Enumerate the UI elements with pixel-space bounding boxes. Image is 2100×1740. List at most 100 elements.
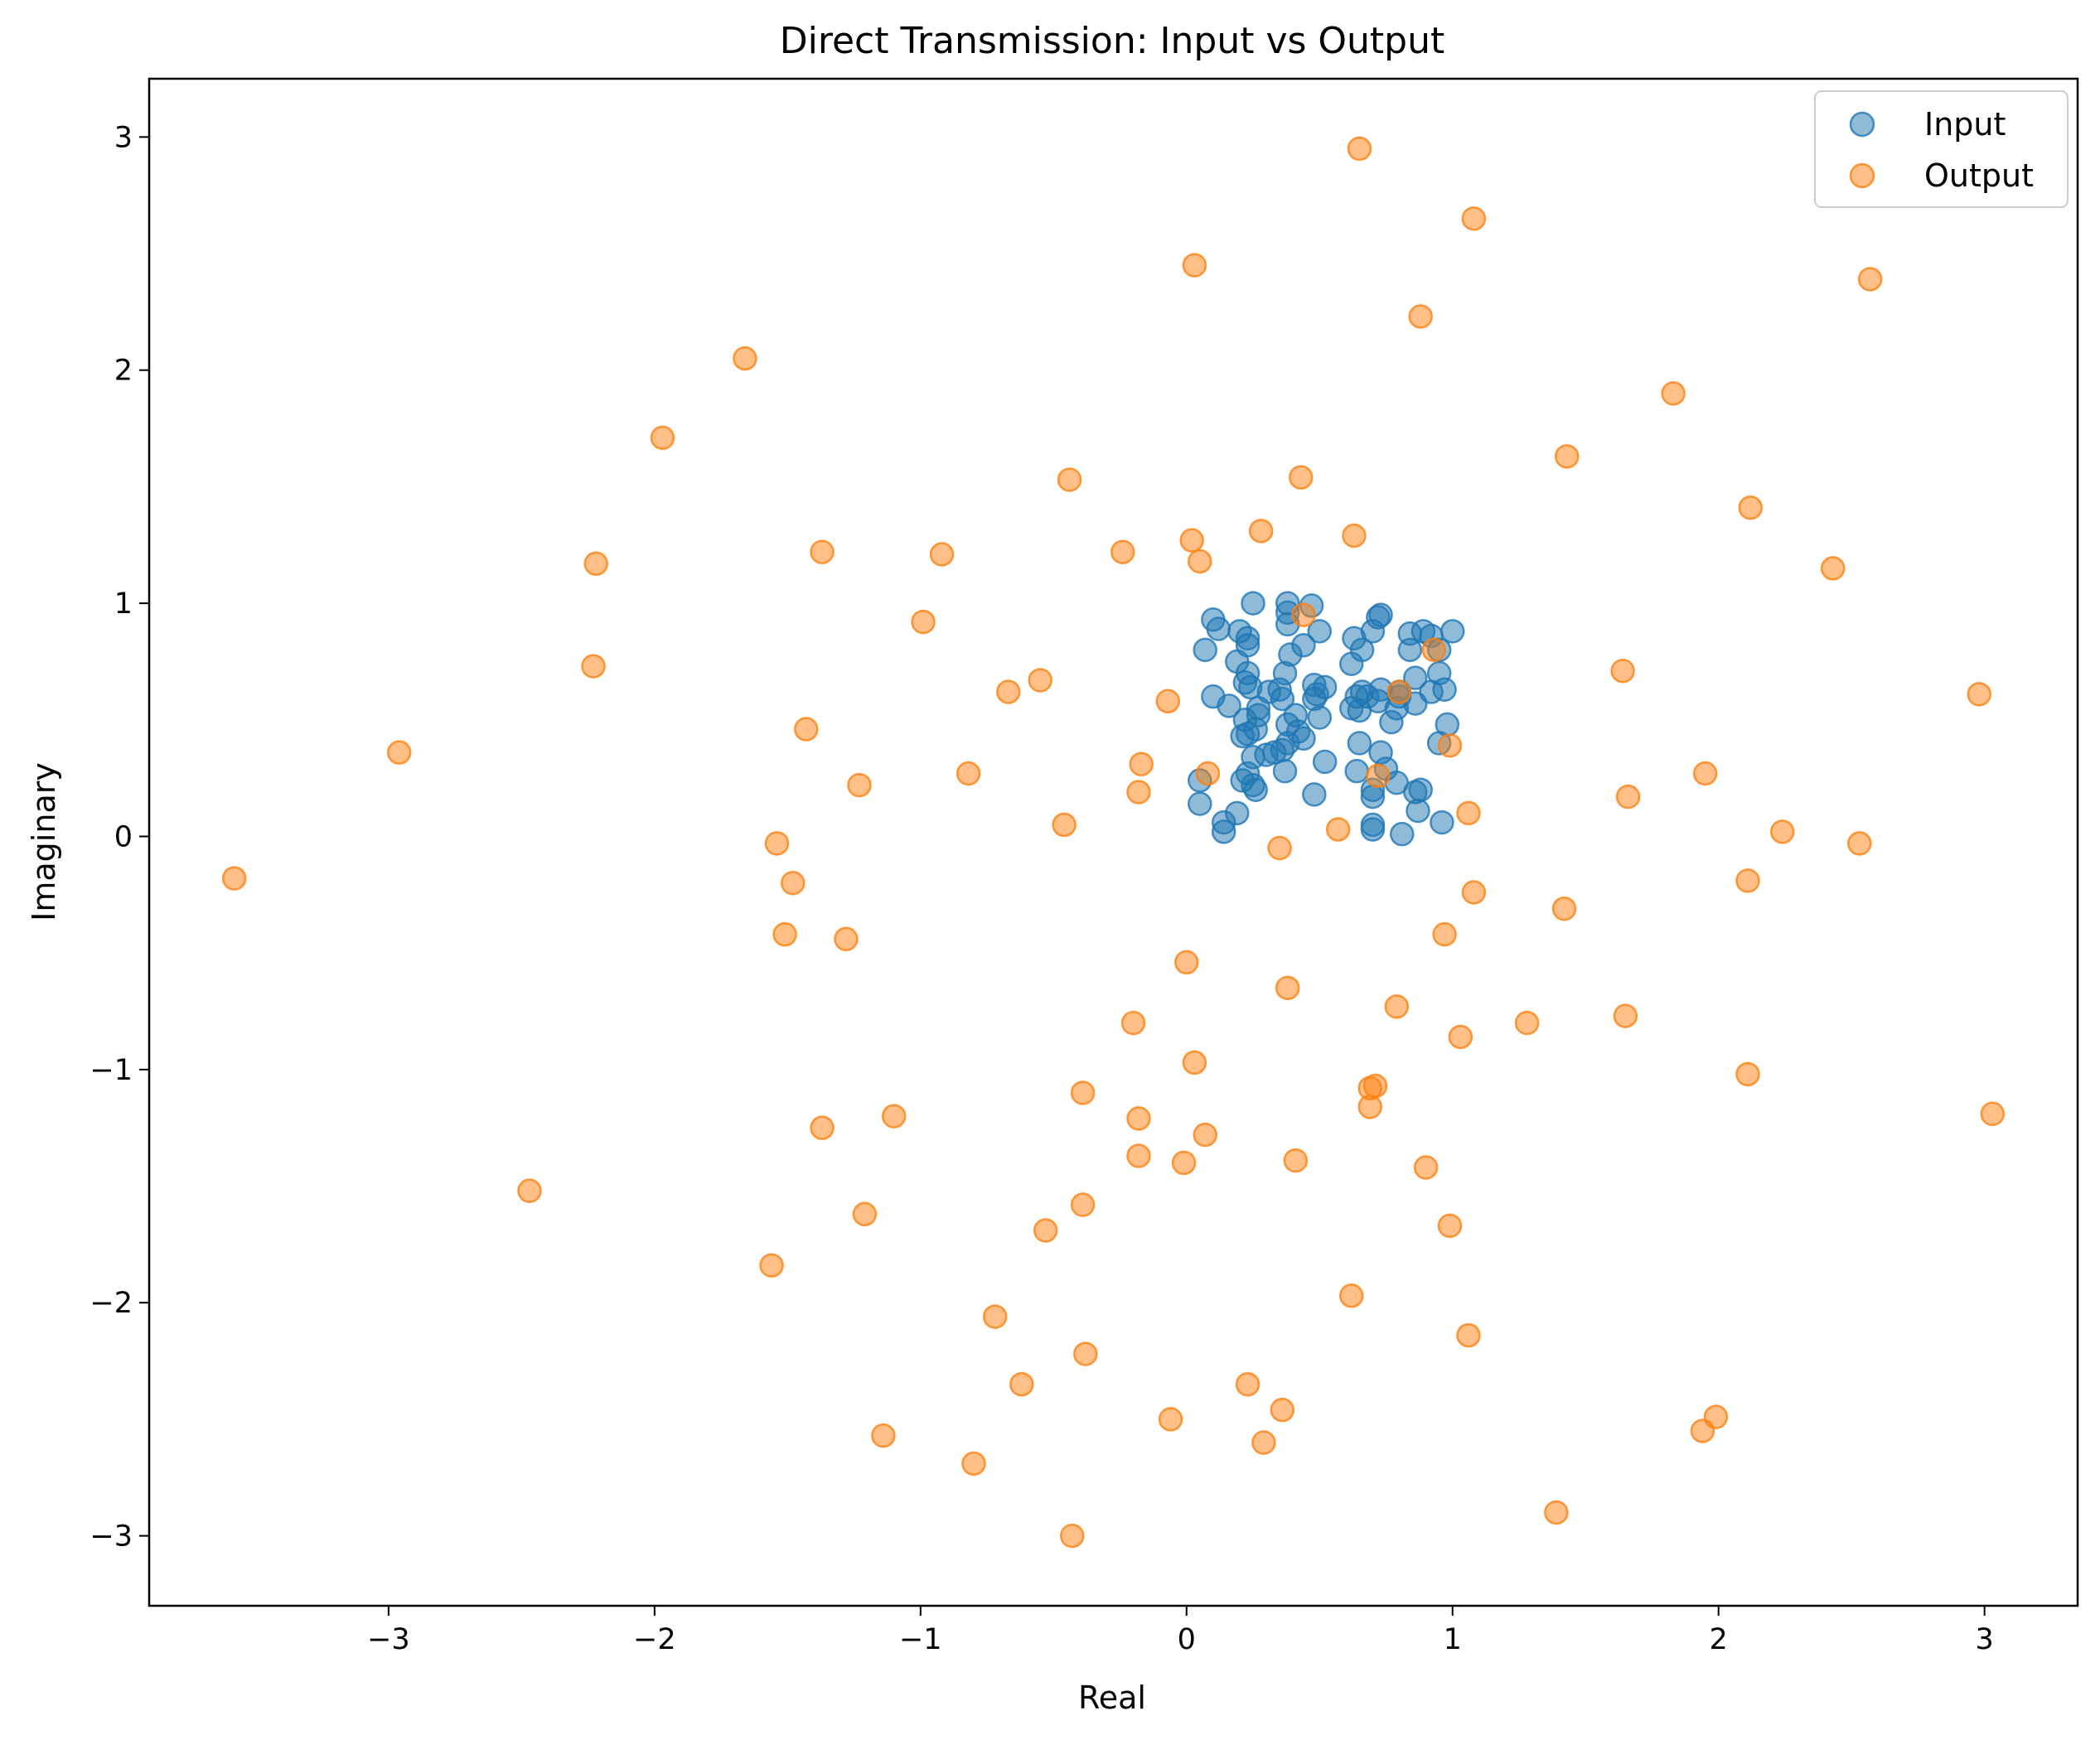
input-point (1193, 637, 1217, 663)
input-point (1272, 758, 1298, 784)
output-point (1544, 1500, 1569, 1525)
input-point (1243, 777, 1268, 802)
input-point (1307, 619, 1332, 644)
output-point (1615, 784, 1641, 810)
legend-label-output: Output (1924, 157, 2034, 194)
output-point (780, 870, 806, 896)
output-point (852, 1201, 878, 1227)
output-point (1408, 304, 1433, 329)
output-point (759, 1253, 784, 1278)
input-point (1406, 798, 1430, 824)
x-tick-label: 0 (1178, 1623, 1196, 1656)
y-tick-label: 2 (114, 355, 133, 388)
output-point (1009, 1371, 1034, 1397)
output-point (961, 1451, 986, 1477)
output-point (1514, 1010, 1540, 1036)
output-point (1126, 1143, 1151, 1168)
output-point (1057, 467, 1082, 492)
output-point (1421, 637, 1447, 663)
input-point (1432, 677, 1457, 702)
output-point (794, 717, 819, 742)
output-point (1437, 732, 1463, 758)
legend-label-input: Input (1924, 106, 2006, 143)
output-point (929, 542, 955, 567)
output-point (1347, 136, 1372, 162)
plot-frame (148, 77, 2079, 1607)
output-point (1339, 1283, 1364, 1308)
y-tick-label: 1 (114, 587, 133, 621)
output-point (1738, 495, 1763, 520)
output-point (1070, 1080, 1096, 1105)
y-tick-label: −2 (90, 1287, 133, 1320)
output-point (1967, 682, 1991, 707)
output-point (1195, 761, 1221, 786)
output-point (1692, 761, 1718, 786)
output-point (1126, 1106, 1151, 1131)
y-axis-ticks: −3 −2 −1 0 1 2 3 (90, 121, 149, 1554)
output-point (1126, 780, 1151, 805)
input-point (1206, 616, 1231, 641)
output-point (386, 740, 412, 765)
output-point (1461, 206, 1487, 231)
output-point (581, 654, 606, 679)
output-point (1690, 1419, 1715, 1443)
input-point (1368, 602, 1393, 627)
legend-marker-output (1849, 162, 1875, 189)
input-point (1344, 684, 1369, 709)
x-tick-label: 3 (1976, 1623, 1994, 1656)
output-point (1735, 868, 1760, 893)
output-point (1129, 752, 1154, 776)
output-point (847, 772, 872, 798)
chart-title: Direct Transmission: Input vs Output (780, 20, 1444, 62)
output-point (764, 831, 790, 856)
input-point (1389, 821, 1415, 847)
output-point (1413, 1155, 1439, 1180)
output-point (1289, 465, 1314, 490)
output-point (1120, 1010, 1146, 1036)
output-point (1661, 381, 1686, 406)
output-point (1769, 819, 1795, 844)
y-tick-label: −3 (90, 1520, 133, 1554)
x-axis-ticks: −3 −2 −1 0 1 2 3 (367, 1606, 1994, 1656)
output-point (1070, 1192, 1096, 1217)
input-point (1430, 810, 1454, 835)
input-point (1397, 637, 1423, 663)
output-point (1283, 1148, 1309, 1173)
output-point (1437, 1213, 1463, 1239)
input-point (1347, 731, 1372, 756)
output-point (1235, 1371, 1260, 1397)
input-point (1188, 791, 1212, 816)
output-point (1158, 1407, 1183, 1432)
input-point (1230, 723, 1255, 749)
output-point (810, 1115, 835, 1140)
output-point (1325, 817, 1351, 842)
output-point (1551, 896, 1577, 921)
output-point (1179, 528, 1204, 553)
output-point (911, 609, 936, 635)
output-point (1735, 1061, 1760, 1087)
output-point (1456, 1322, 1481, 1348)
output-point (517, 1178, 542, 1203)
x-tick-label: −1 (899, 1623, 942, 1656)
output-point (650, 425, 675, 451)
output-point (1384, 994, 1410, 1019)
output-point (956, 761, 981, 786)
input-point (1217, 694, 1241, 718)
output-point (871, 1423, 896, 1448)
output-point (1033, 1218, 1058, 1243)
output-point (221, 866, 247, 891)
output-point (1554, 444, 1580, 469)
input-point (1270, 686, 1295, 712)
input-point (1344, 758, 1369, 784)
input-point (1360, 784, 1386, 810)
y-axis-label: Imaginary (26, 762, 62, 921)
x-tick-label: 1 (1444, 1623, 1462, 1656)
input-point (1349, 637, 1375, 663)
output-point (1251, 1430, 1276, 1455)
output-point (810, 539, 835, 564)
output-point (1155, 689, 1181, 714)
input-point (1241, 591, 1265, 616)
output-point (1275, 975, 1300, 1001)
output-point (834, 926, 859, 952)
output-point (982, 1304, 1008, 1329)
